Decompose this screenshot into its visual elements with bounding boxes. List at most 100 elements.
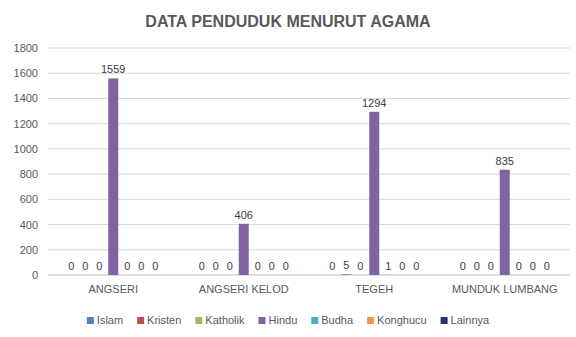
legend-swatch <box>441 317 448 324</box>
legend-label: Islam <box>97 314 123 326</box>
grid-line <box>48 174 570 175</box>
bar <box>528 275 538 276</box>
legend-swatch <box>87 317 94 324</box>
y-tick-label: 800 <box>20 168 38 180</box>
bar <box>267 275 277 276</box>
data-label: 0 <box>68 260 74 272</box>
data-label: 0 <box>124 260 130 272</box>
data-label: 0 <box>283 260 289 272</box>
bar <box>341 274 351 275</box>
x-tick-label: TEGEH <box>355 283 393 295</box>
bar <box>383 274 393 275</box>
bar <box>150 275 160 276</box>
data-label: 0 <box>255 260 261 272</box>
grid-line <box>48 275 570 276</box>
bar <box>211 275 221 276</box>
data-label: 0 <box>413 260 419 272</box>
legend-label: Lainnya <box>451 314 490 326</box>
bar <box>281 275 291 276</box>
x-tick-label: ANGSERI <box>88 283 138 295</box>
data-label: 0 <box>530 260 536 272</box>
grid-line <box>48 249 570 250</box>
bar <box>486 275 496 276</box>
grid-line <box>48 224 570 225</box>
legend-swatch <box>137 317 144 324</box>
legend-item: Hindu <box>259 314 298 326</box>
data-label: 1559 <box>101 63 125 75</box>
legend-swatch <box>367 317 374 324</box>
y-tick-label: 1600 <box>14 67 38 79</box>
bar <box>500 170 510 275</box>
legend-label: Konghucu <box>377 314 427 326</box>
bar <box>225 275 235 276</box>
data-label: 835 <box>496 155 514 167</box>
bar <box>514 275 524 276</box>
data-label: 0 <box>544 260 550 272</box>
chart: DATA PENDUDUK MENURUT AGAMA0200400600800… <box>0 0 576 337</box>
bar <box>94 275 104 276</box>
data-label: 0 <box>460 260 466 272</box>
data-label: 0 <box>488 260 494 272</box>
bar <box>542 275 552 276</box>
data-label: 0 <box>213 260 219 272</box>
data-labels: 00015590000004060000501294100000835000 <box>68 63 550 272</box>
y-tick-label: 0 <box>32 269 38 281</box>
grid-line <box>48 123 570 124</box>
legend: Islam Kristen Katholik Hindu Budha Konghucu La… <box>87 314 490 326</box>
legend-label: Katholik <box>205 314 245 326</box>
y-tick-label: 1200 <box>14 118 38 130</box>
data-label: 0 <box>357 260 363 272</box>
bar <box>108 78 118 275</box>
data-label: 0 <box>269 260 275 272</box>
bar <box>458 275 468 276</box>
data-label: 5 <box>343 259 349 271</box>
y-tick-label: 1400 <box>14 92 38 104</box>
bar <box>239 224 249 275</box>
background <box>0 0 576 337</box>
data-label: 0 <box>82 260 88 272</box>
grid-line <box>48 148 570 149</box>
legend-label: Budha <box>321 314 354 326</box>
data-label: 0 <box>199 260 205 272</box>
legend-swatch <box>311 317 318 324</box>
data-label: 0 <box>399 260 405 272</box>
data-label: 0 <box>96 260 102 272</box>
legend-item: Islam <box>87 314 123 326</box>
legend-label: Hindu <box>269 314 298 326</box>
data-label: 0 <box>138 260 144 272</box>
bar <box>66 275 76 276</box>
bar <box>122 275 132 276</box>
grid-line <box>48 98 570 99</box>
legend-swatch <box>259 317 266 324</box>
title: DATA PENDUDUK MENURUT AGAMA <box>145 13 431 30</box>
data-label: 0 <box>329 260 335 272</box>
x-tick-label: MUNDUK LUMBANG <box>452 283 558 295</box>
y-tick-label: 200 <box>20 244 38 256</box>
bar <box>472 275 482 276</box>
legend-item: Lainnya <box>441 314 490 326</box>
bar <box>397 275 407 276</box>
data-label: 0 <box>227 260 233 272</box>
legend-item: Konghucu <box>367 314 427 326</box>
data-label: 0 <box>152 260 158 272</box>
grid-line <box>48 199 570 200</box>
legend-item: Kristen <box>137 314 181 326</box>
y-tick-label: 1800 <box>14 42 38 54</box>
y-tick-label: 1000 <box>14 143 38 155</box>
x-tick-label: ANGSERI KELOD <box>199 283 289 295</box>
data-label: 406 <box>235 209 253 221</box>
bar <box>80 275 90 276</box>
bar <box>136 275 146 276</box>
bar <box>411 275 421 276</box>
data-label: 1294 <box>362 97 386 109</box>
y-tick-label: 600 <box>20 193 38 205</box>
data-label: 0 <box>516 260 522 272</box>
grid-line <box>48 73 570 74</box>
data-label: 0 <box>474 260 480 272</box>
bar <box>369 112 379 275</box>
legend-swatch <box>195 317 202 324</box>
legend-item: Katholik <box>195 314 245 326</box>
grid-line <box>48 48 570 49</box>
legend-item: Budha <box>311 314 354 326</box>
legend-label: Kristen <box>147 314 181 326</box>
